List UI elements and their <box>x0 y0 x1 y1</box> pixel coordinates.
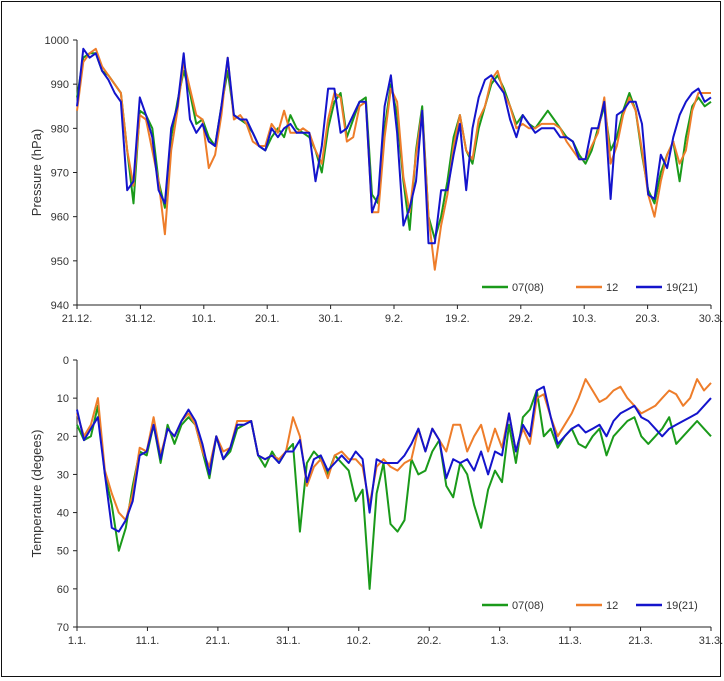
y-tick-label: 940 <box>51 300 69 312</box>
series-line-0708 <box>76 389 712 590</box>
y-tick-label: 960 <box>51 212 69 224</box>
y-tick-label: 40 <box>57 508 69 520</box>
x-tick-label: 10.2. <box>347 635 371 647</box>
x-tick-label: 31.3. <box>699 635 723 647</box>
y-tick-label: 30 <box>57 469 69 481</box>
legend-label: 12 <box>606 282 618 294</box>
legend-label: 19(21) <box>666 600 698 612</box>
y-tick-label: 50 <box>57 546 69 558</box>
y-tick-label: 1000 <box>45 35 69 47</box>
x-tick-label: 1.3. <box>490 635 508 647</box>
series-line-1921 <box>76 47 712 245</box>
x-tick-label: 11.3. <box>558 635 582 647</box>
legend: 07(08) 12 19(21) <box>482 282 698 294</box>
x-tick-label: 9.2. <box>385 313 403 325</box>
x-tick-label: 10.3. <box>572 313 596 325</box>
x-tick-label: 29.2. <box>509 313 533 325</box>
x-tick-label: 10.1. <box>192 313 216 325</box>
x-tick-label: 30.1. <box>318 313 342 325</box>
x-tick-label: 19.2. <box>445 313 469 325</box>
chart-panel-1: 940 950 960 970 980 990 1000 21.12. 31.12. 10.1. 2… <box>29 35 723 325</box>
y-tick-label: 70 <box>57 622 69 634</box>
x-tick-label: 21.1. <box>206 635 230 647</box>
x-tick-label: 31.12. <box>125 313 156 325</box>
y-tick-label: 0 <box>63 355 69 367</box>
x-tick-label: 20.1. <box>255 313 279 325</box>
series-line-12 <box>76 378 712 522</box>
x-tick-label: 21.12. <box>62 313 93 325</box>
y-tick-label: 970 <box>51 168 69 180</box>
y-tick-label: 10 <box>57 393 69 405</box>
y-tick-label: 980 <box>51 123 69 135</box>
y-tick-label: 950 <box>51 256 69 268</box>
y-axis-label: Pressure (hPa) <box>29 129 44 216</box>
legend-label: 12 <box>606 600 618 612</box>
x-tick-label: 21.3. <box>628 635 652 647</box>
x-tick-label: 31.1. <box>276 635 300 647</box>
x-tick-label: 11.1. <box>136 635 160 647</box>
x-tick-label: 1.1. <box>68 635 86 647</box>
x-tick-label: 20.3. <box>635 313 659 325</box>
y-tick-label: 60 <box>57 584 69 596</box>
y-tick-label: 20 <box>57 431 69 443</box>
legend-label: 07(08) <box>512 600 544 612</box>
x-tick-label: 20.2. <box>417 635 441 647</box>
legend-label: 19(21) <box>666 282 698 294</box>
x-tick-label: 30.3. <box>699 313 723 325</box>
y-axis-label: Temperature (degees) <box>29 430 44 558</box>
legend-label: 07(08) <box>512 282 544 294</box>
series-line-12 <box>76 47 711 271</box>
chart-panel-2: 0 10 20 30 40 50 60 701.1. 11.1. 21.1. 31.1. 10.2. 2… <box>29 355 723 647</box>
legend: 07(08) 12 19(21) <box>482 600 698 612</box>
series-line-1921 <box>76 385 712 533</box>
y-tick-label: 990 <box>51 79 69 91</box>
